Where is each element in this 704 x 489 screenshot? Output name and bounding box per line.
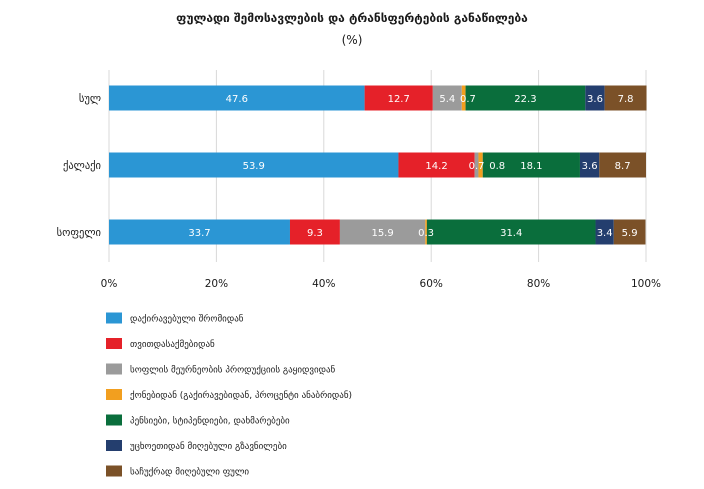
data-label: 14.2	[425, 161, 447, 172]
bar-segment	[364, 85, 433, 111]
bars: 47.6 12.7 5.4 0.7 22.3 3.6 7.8 53.9 14.2 0.7 0.8 18…	[109, 85, 647, 245]
legend-item: დაქირავებული შრომიდან	[106, 312, 244, 325]
legend-swatch	[106, 312, 122, 324]
bar-segment	[474, 152, 479, 178]
bar-row: 33.7 9.3 15.9 0.3 31.4 3.4 5.9	[109, 219, 646, 245]
legend-label: პენსიები, სტიპენდიები, დახმარებები	[130, 416, 290, 427]
data-label: 8.7	[615, 161, 631, 172]
legend-item: ქონებიდან (გაქირავებიდან, პროცენტი ანაბრ…	[106, 389, 352, 401]
data-label: 31.4	[500, 228, 522, 239]
bar-segment	[426, 219, 596, 245]
legend-label: უცხოეთიდან მიღებული გზავნილები	[130, 441, 287, 452]
data-label: 7.8	[618, 94, 634, 105]
x-tick-label: 80%	[527, 278, 550, 290]
legend-swatch	[106, 465, 122, 477]
bar-segment	[585, 85, 605, 111]
data-label: 3.6	[587, 94, 603, 105]
bar-segment	[478, 152, 483, 178]
legend-swatch	[106, 389, 122, 400]
legend-label: დაქირავებული შრომიდან	[130, 314, 244, 325]
data-label: 53.9	[243, 161, 265, 172]
bar-row: 47.6 12.7 5.4 0.7 22.3 3.6 7.8	[109, 85, 647, 111]
legend-label: ქონებიდან (გაქირავებიდან, პროცენტი ანაბრ…	[130, 390, 352, 401]
bar-segment	[482, 152, 580, 178]
bar-segment	[432, 85, 462, 111]
data-label: 5.9	[622, 228, 638, 239]
data-label: 0.8	[489, 161, 505, 172]
bar-row: 53.9 14.2 0.7 0.8 18.1 3.6 8.7	[109, 152, 646, 178]
legend-swatch	[106, 440, 122, 451]
data-label: 0.3	[418, 228, 434, 239]
legend-item: თვითდასაქმებიდან	[106, 338, 215, 350]
data-label: 3.6	[582, 161, 598, 172]
chart-title: ფულადი შემოსავლების და ტრანსფერტების გან…	[176, 11, 528, 25]
category-labels: სულ ქალაქი სოფელი	[57, 93, 101, 239]
data-label: 12.7	[388, 94, 410, 105]
category-label: სოფელი	[57, 227, 101, 239]
data-label: 18.1	[520, 161, 542, 172]
legend-swatch	[106, 414, 122, 426]
legend-label: სოფლის მეურნეობის პროდუქციის გაყიდვიდან	[130, 365, 336, 376]
bar-segment	[109, 219, 290, 245]
bar-segment	[398, 152, 475, 178]
category-label: ქალაქი	[63, 160, 101, 172]
legend-label: საჩუქრად მიღებული ფული	[130, 467, 249, 478]
legend-label: თვითდასაქმებიდან	[130, 339, 215, 350]
bar-segment	[461, 85, 466, 111]
chart-subtitle: (%)	[342, 33, 363, 47]
data-label: 3.4	[597, 228, 613, 239]
bar-segment	[579, 152, 600, 178]
data-label: 0.7	[460, 94, 476, 105]
bar-segment	[465, 85, 586, 111]
x-tick-label: 100%	[631, 278, 661, 290]
legend-item: უცხოეთიდან მიღებული გზავნილები	[106, 440, 287, 452]
legend-item: სოფლის მეურნეობის პროდუქციის გაყიდვიდან	[106, 363, 336, 376]
bar-segment	[339, 219, 426, 245]
bar-segment	[109, 85, 365, 111]
legend: დაქირავებული შრომიდან თვითდასაქმებიდან სოფ…	[106, 312, 352, 478]
data-label: 22.3	[514, 94, 536, 105]
x-tick-label: 40%	[312, 278, 335, 290]
bar-segment	[425, 219, 427, 245]
x-axis: 0% 20% 40% 60% 80% 100%	[101, 278, 661, 290]
data-label: 9.3	[307, 228, 323, 239]
x-tick-label: 20%	[205, 278, 228, 290]
data-label: 33.7	[188, 228, 210, 239]
x-tick-label: 60%	[420, 278, 443, 290]
data-label: 0.7	[469, 161, 485, 172]
legend-item: საჩუქრად მიღებული ფული	[106, 465, 249, 478]
legend-swatch	[106, 363, 122, 375]
bar-segment	[289, 219, 340, 245]
data-label: 47.6	[226, 94, 248, 105]
bar-segment	[599, 152, 646, 178]
bar-segment	[109, 152, 399, 178]
x-tick-label: 0%	[101, 278, 118, 290]
bar-segment	[595, 219, 614, 245]
category-label: სულ	[79, 93, 101, 105]
legend-item: პენსიები, სტიპენდიები, დახმარებები	[106, 414, 290, 427]
data-label: 5.4	[439, 94, 455, 105]
legend-swatch	[106, 338, 122, 349]
data-label: 15.9	[371, 228, 393, 239]
bar-segment	[613, 219, 646, 245]
bar-segment	[604, 85, 647, 111]
